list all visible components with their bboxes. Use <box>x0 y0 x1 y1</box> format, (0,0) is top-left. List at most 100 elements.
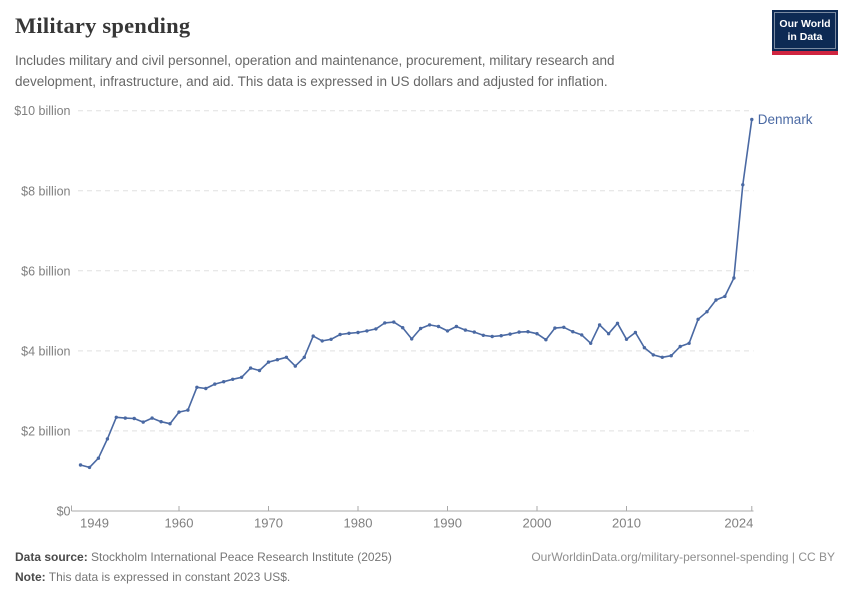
denmark-series-line <box>79 118 753 469</box>
data-point <box>222 380 226 384</box>
data-point <box>150 416 154 420</box>
data-point <box>606 332 611 336</box>
data-point <box>562 325 566 329</box>
data-point <box>401 326 405 330</box>
x-axis-label: 2000 <box>523 516 552 531</box>
data-point <box>383 321 387 325</box>
data-point <box>553 326 557 330</box>
data-point <box>195 385 199 389</box>
data-point <box>320 339 324 343</box>
data-point <box>177 410 181 414</box>
data-point <box>266 360 271 364</box>
data-point <box>427 323 432 327</box>
data-point <box>454 324 459 329</box>
x-axis-label: 2024 <box>724 516 753 531</box>
citation-link[interactable]: OurWorldinData.org/military-personnel-sp… <box>531 550 835 564</box>
data-source-line: Data source: Stockholm International Pea… <box>15 547 835 567</box>
data-point <box>723 294 727 299</box>
data-point <box>544 338 548 342</box>
note-value: This data is expressed in constant 2023 … <box>48 570 291 584</box>
data-point <box>204 386 208 391</box>
data-point <box>418 326 423 331</box>
data-point <box>615 321 620 325</box>
data-point <box>87 465 92 470</box>
data-point <box>114 415 119 419</box>
data-point <box>472 330 476 334</box>
data-point <box>231 377 235 381</box>
data-point <box>624 337 629 341</box>
data-source-label: Data source: <box>15 550 88 564</box>
data-point <box>580 333 584 337</box>
data-point <box>392 320 396 324</box>
note-label: Note: <box>15 570 46 584</box>
data-point <box>508 332 512 336</box>
data-point <box>750 117 754 122</box>
data-point <box>589 341 593 345</box>
owid-logo-frame: Our World in Data <box>774 12 836 49</box>
data-point <box>696 317 700 321</box>
data-point <box>445 329 450 333</box>
data-point <box>669 354 673 358</box>
data-point <box>347 331 351 335</box>
data-point <box>311 334 315 338</box>
x-axis-label: 1960 <box>165 516 194 531</box>
data-point <box>642 346 647 350</box>
data-point <box>168 422 172 426</box>
data-point <box>329 337 333 341</box>
data-point <box>186 408 190 412</box>
owid-logo-line1: Our World <box>779 18 831 31</box>
y-axis-label: $4 billion <box>21 344 70 358</box>
data-point <box>284 355 289 359</box>
data-point <box>597 323 602 327</box>
data-point <box>248 366 253 370</box>
data-point <box>436 324 441 329</box>
data-point <box>463 328 468 332</box>
data-point <box>105 437 110 441</box>
y-axis-label: $0 <box>57 505 71 519</box>
data-point <box>257 368 262 373</box>
owid-logo-line2: in Data <box>787 30 823 43</box>
data-point <box>517 330 521 334</box>
data-point <box>141 420 145 424</box>
y-axis-label: $8 billion <box>21 184 70 198</box>
data-point <box>687 341 691 345</box>
owid-logo-red-bar <box>772 51 838 55</box>
chart-footer: Data source: Stockholm International Pea… <box>15 547 835 587</box>
owid-logo[interactable]: Our World in Data <box>772 10 838 55</box>
note-line: Note: This data is expressed in constant… <box>15 567 835 587</box>
data-point <box>275 358 280 362</box>
data-point <box>732 276 736 280</box>
data-point <box>213 382 217 386</box>
data-point <box>714 298 718 302</box>
data-point <box>132 416 136 421</box>
data-point <box>410 337 414 341</box>
data-point <box>490 334 494 339</box>
data-point <box>741 183 745 187</box>
data-point <box>705 310 709 314</box>
data-point <box>535 332 539 336</box>
data-point <box>651 353 655 357</box>
data-point <box>660 355 664 359</box>
x-axis-label: 2010 <box>612 516 641 531</box>
y-axis-label: $6 billion <box>21 264 70 278</box>
x-axis-label: 1980 <box>344 516 373 531</box>
data-point <box>159 420 163 424</box>
data-point <box>96 456 101 460</box>
data-point <box>374 327 378 331</box>
data-source-value: Stockholm International Peace Research I… <box>91 550 392 564</box>
data-point <box>678 344 682 349</box>
x-axis-label: 1990 <box>433 516 462 531</box>
owid-logo-background: Our World in Data <box>772 10 838 51</box>
page-title: Military spending <box>15 13 191 38</box>
x-axis-label: 1949 <box>80 516 109 531</box>
chart-subtitle: Includes military and civil personnel, o… <box>15 53 615 89</box>
data-point <box>499 334 503 338</box>
y-axis-label: $2 billion <box>21 424 70 438</box>
data-point <box>293 364 297 368</box>
entity-label-denmark: Denmark <box>758 112 813 127</box>
data-point <box>338 332 342 337</box>
data-point <box>633 330 638 335</box>
data-point <box>481 333 485 337</box>
